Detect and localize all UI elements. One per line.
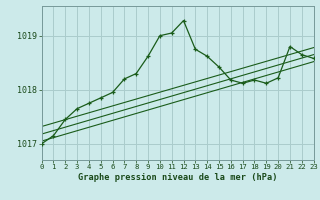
- X-axis label: Graphe pression niveau de la mer (hPa): Graphe pression niveau de la mer (hPa): [78, 173, 277, 182]
